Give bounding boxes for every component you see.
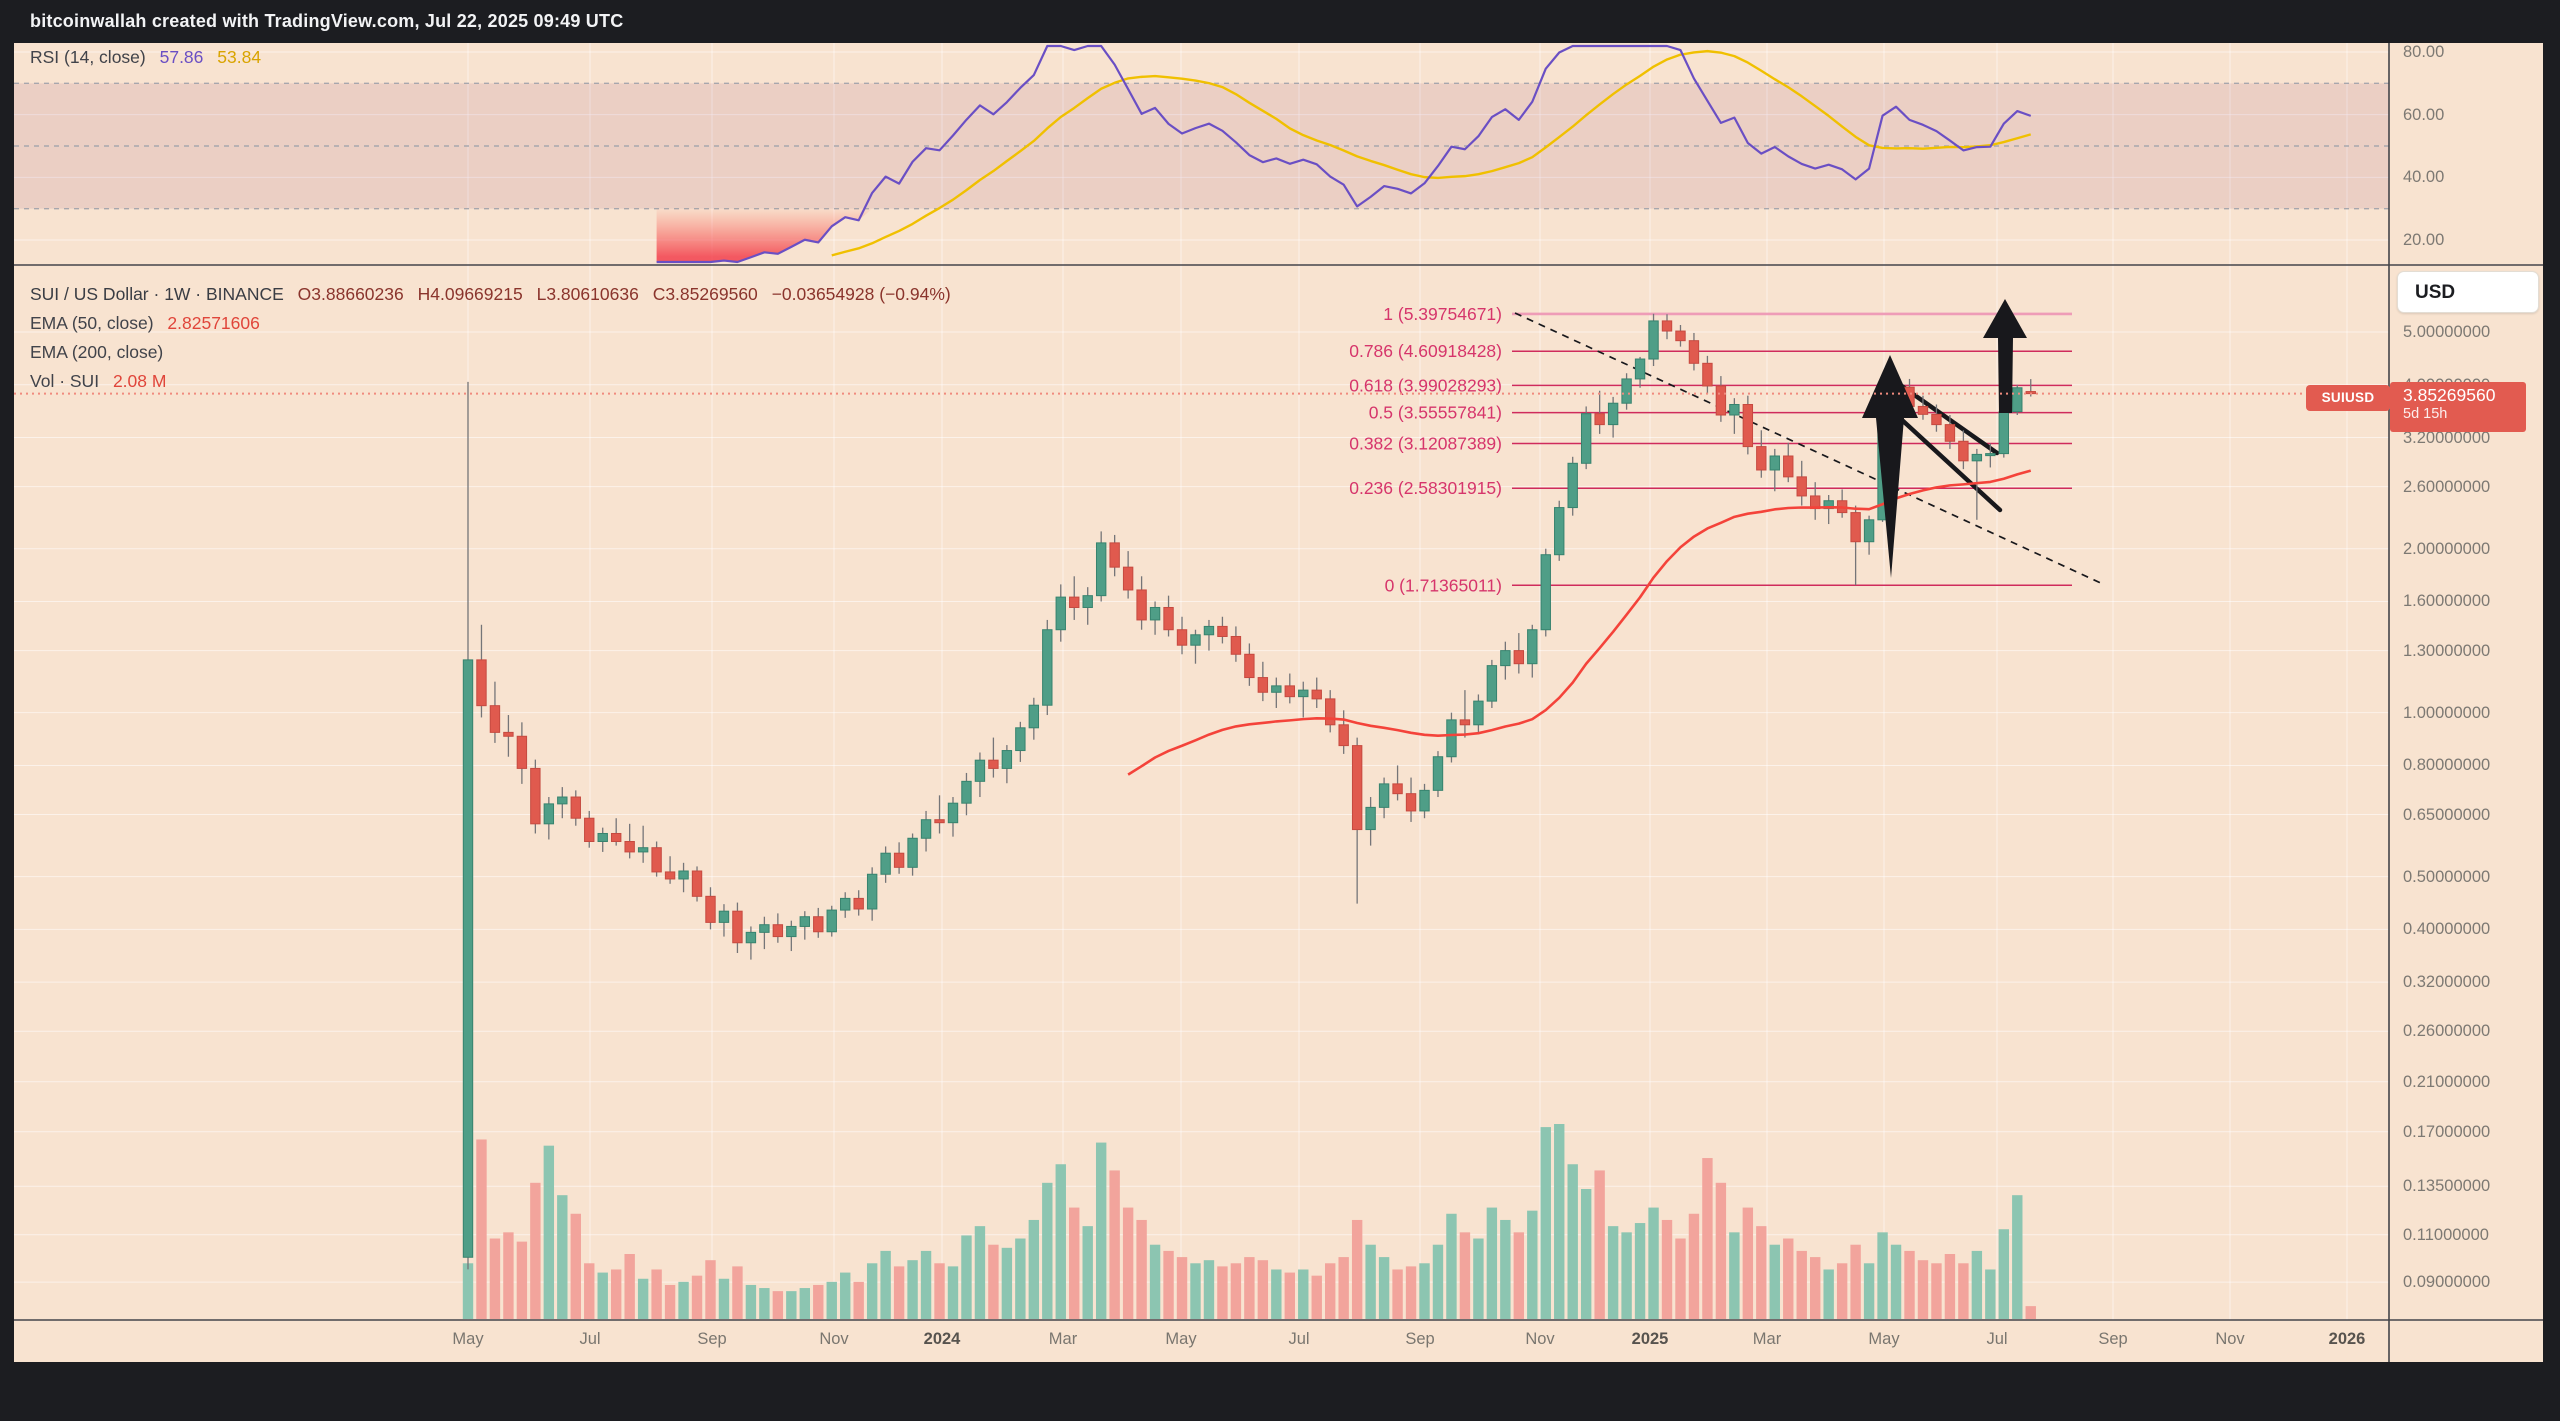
time-label: May: [1165, 1330, 1197, 1348]
time-label: Nov: [2215, 1330, 2245, 1348]
time-label: Nov: [1525, 1330, 1555, 1348]
price-tick: 0.17000000: [2403, 1122, 2491, 1141]
time-label: 2026: [2328, 1330, 2366, 1348]
volume-legend-row[interactable]: Vol · SUI 2.08 M: [30, 371, 175, 392]
attribution-bar: bitcoinwallah created with TradingView.c…: [0, 0, 2560, 43]
footer-bar: TradingView: [0, 1362, 2560, 1421]
time-label: 2024: [923, 1330, 961, 1348]
rsi-value: 57.86: [159, 47, 204, 67]
price-tick: 0.32000000: [2403, 973, 2491, 992]
price-tick: 0.80000000: [2403, 756, 2491, 775]
rsi-tick: 20.00: [2403, 230, 2445, 249]
attribution-text: bitcoinwallah created with TradingView.c…: [30, 11, 624, 31]
time-label: Nov: [819, 1330, 849, 1348]
svg-text:0.236 (2.58301915): 0.236 (2.58301915): [1349, 478, 1502, 498]
price-tick: 0.13500000: [2403, 1177, 2491, 1196]
last-price-label: 3.85269560 5d 15h: [2390, 382, 2526, 432]
time-label: Jul: [1986, 1330, 2008, 1348]
price-tick: 0.11000000: [2403, 1225, 2489, 1244]
rsi-tick: 40.00: [2403, 168, 2445, 187]
symbol-title: SUI / US Dollar · 1W · BINANCE: [30, 284, 284, 304]
last-price-value: 3.85269560: [2403, 385, 2496, 405]
ema200-legend-row[interactable]: EMA (200, close): [30, 342, 172, 363]
ema50-label: EMA (50, close): [30, 313, 154, 333]
svg-text:1 (5.39754671): 1 (5.39754671): [1383, 304, 1502, 324]
price-tick: 1.60000000: [2403, 592, 2491, 611]
ema50-value: 2.82571606: [167, 313, 260, 333]
price-tick: 0.09000000: [2403, 1273, 2491, 1292]
price-tick: 3.20000000: [2403, 428, 2491, 447]
rsi-ma-value: 53.84: [217, 47, 262, 67]
ohlc-high: H4.09669215: [417, 284, 523, 304]
time-label: Sep: [2098, 1330, 2128, 1348]
time-label: Mar: [1048, 1330, 1078, 1348]
svg-text:0.618 (3.99028293): 0.618 (3.99028293): [1349, 375, 1502, 395]
price-tick: 1.00000000: [2403, 703, 2491, 722]
ohlc-open: O3.88660236: [297, 284, 404, 304]
chart-background: [14, 43, 2543, 1362]
currency-toggle-button[interactable]: USD: [2397, 271, 2539, 313]
time-label: Jul: [1288, 1330, 1310, 1348]
time-label: Mar: [1752, 1330, 1782, 1348]
currency-toggle-label: USD: [2415, 282, 2456, 303]
volume-label: Vol · SUI: [30, 371, 100, 391]
price-tick: 0.40000000: [2403, 920, 2491, 939]
change-value: −0.03654928 (−0.94%): [771, 284, 951, 304]
symbol-legend-row[interactable]: SUI / US Dollar · 1W · BINANCE O3.886602…: [30, 284, 960, 305]
symbol-badge: SUIUSD: [2306, 385, 2390, 411]
time-label: May: [1868, 1330, 1900, 1348]
price-tick: 2.60000000: [2403, 477, 2491, 496]
rsi-tick: 80.00: [2403, 43, 2445, 61]
price-tick: 2.00000000: [2403, 539, 2491, 558]
price-tick: 0.65000000: [2403, 805, 2491, 824]
svg-text:0.382 (3.12087389): 0.382 (3.12087389): [1349, 433, 1502, 453]
rsi-legend[interactable]: RSI (14, close) 57.86 53.84: [30, 47, 270, 68]
price-tick: 0.21000000: [2403, 1072, 2491, 1091]
bar-countdown: 5d 15h: [2403, 406, 2448, 422]
volume-value: 2.08 M: [112, 371, 167, 391]
svg-text:0.786 (4.60918428): 0.786 (4.60918428): [1349, 341, 1502, 361]
time-label: May: [452, 1330, 484, 1348]
ohlc-low: L3.80610636: [536, 284, 639, 304]
ema200-label: EMA (200, close): [30, 342, 164, 362]
svg-text:0 (1.71365011): 0 (1.71365011): [1385, 575, 1502, 595]
rsi-tick: 60.00: [2403, 105, 2445, 124]
ohlc-close: C3.85269560: [652, 284, 758, 304]
time-label: 2025: [1631, 1330, 1669, 1348]
time-label: Sep: [1405, 1330, 1435, 1348]
time-label: Sep: [697, 1330, 727, 1348]
price-tick: 5.00000000: [2403, 323, 2491, 341]
svg-text:0.5 (3.55557841): 0.5 (3.55557841): [1369, 403, 1502, 423]
price-tick: 0.50000000: [2403, 867, 2491, 886]
time-label: Jul: [579, 1330, 601, 1348]
rsi-legend-label: RSI (14, close): [30, 47, 146, 67]
ema50-legend-row[interactable]: EMA (50, close) 2.82571606: [30, 313, 269, 334]
price-tick: 0.26000000: [2403, 1022, 2491, 1041]
price-tick: 1.30000000: [2403, 641, 2491, 660]
